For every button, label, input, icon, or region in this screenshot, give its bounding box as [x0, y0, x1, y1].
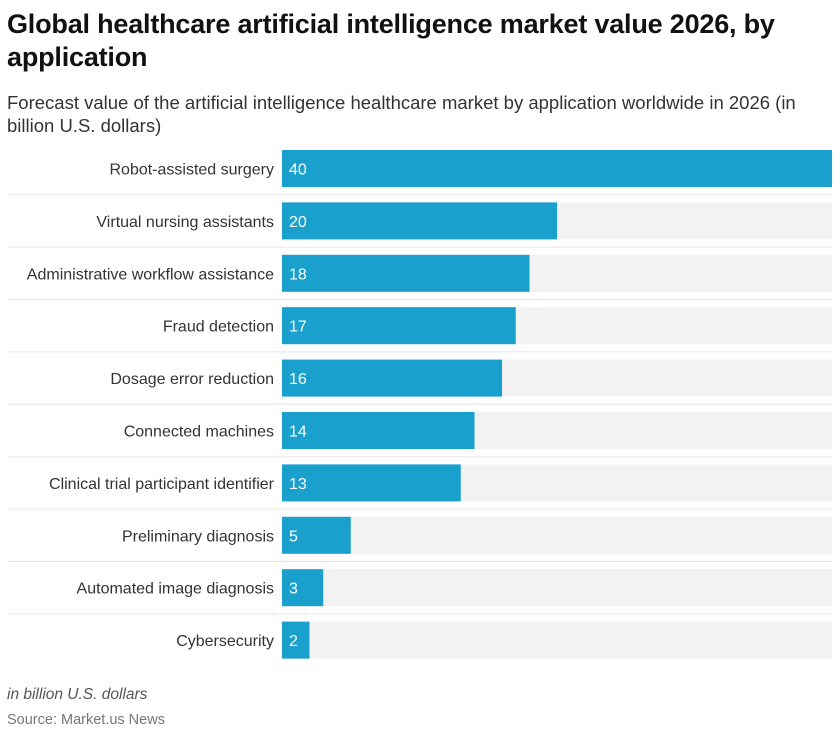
value-label: 14 [289, 424, 307, 441]
category-label: Robot-assisted surgery [109, 162, 274, 179]
category-label: Dosage error reduction [110, 371, 274, 388]
bar [282, 621, 310, 659]
bar-track [282, 569, 832, 607]
value-label: 5 [289, 528, 298, 545]
category-label: Automated image diagnosis [77, 581, 274, 598]
value-label: 17 [289, 319, 307, 336]
bar [282, 516, 351, 554]
unit-note: in billion U.S. dollars [7, 686, 148, 703]
value-label: 20 [289, 214, 307, 231]
bar [282, 569, 324, 607]
source-note: Source: Market.us News [7, 712, 165, 728]
bar [282, 359, 502, 397]
category-label: Cybersecurity [176, 633, 274, 650]
bar [282, 150, 832, 187]
bar-chart: Robot-assisted surgery 40 Virtual nursing … [8, 150, 832, 659]
bar [282, 202, 557, 240]
category-label: Administrative workflow assistance [27, 266, 274, 283]
value-label: 13 [289, 476, 307, 493]
chart-subtitle: Forecast value of the artificial intelli… [7, 92, 796, 136]
category-label: Preliminary diagnosis [122, 528, 274, 545]
bar-track [282, 621, 832, 659]
value-label: 40 [289, 162, 307, 179]
bar [282, 412, 475, 449]
category-label: Clinical trial participant identifier [49, 476, 275, 493]
chart-title: Global healthcare artificial intelligenc… [7, 9, 775, 72]
bar [282, 307, 516, 345]
bar [282, 464, 461, 502]
bar-track [282, 516, 832, 554]
category-label: Virtual nursing assistants [96, 214, 274, 231]
value-label: 16 [289, 371, 307, 388]
value-label: 2 [289, 633, 298, 650]
bar [282, 254, 530, 292]
value-label: 3 [289, 581, 298, 598]
category-label: Fraud detection [163, 319, 274, 336]
value-label: 18 [289, 266, 307, 283]
category-label: Connected machines [124, 424, 274, 441]
